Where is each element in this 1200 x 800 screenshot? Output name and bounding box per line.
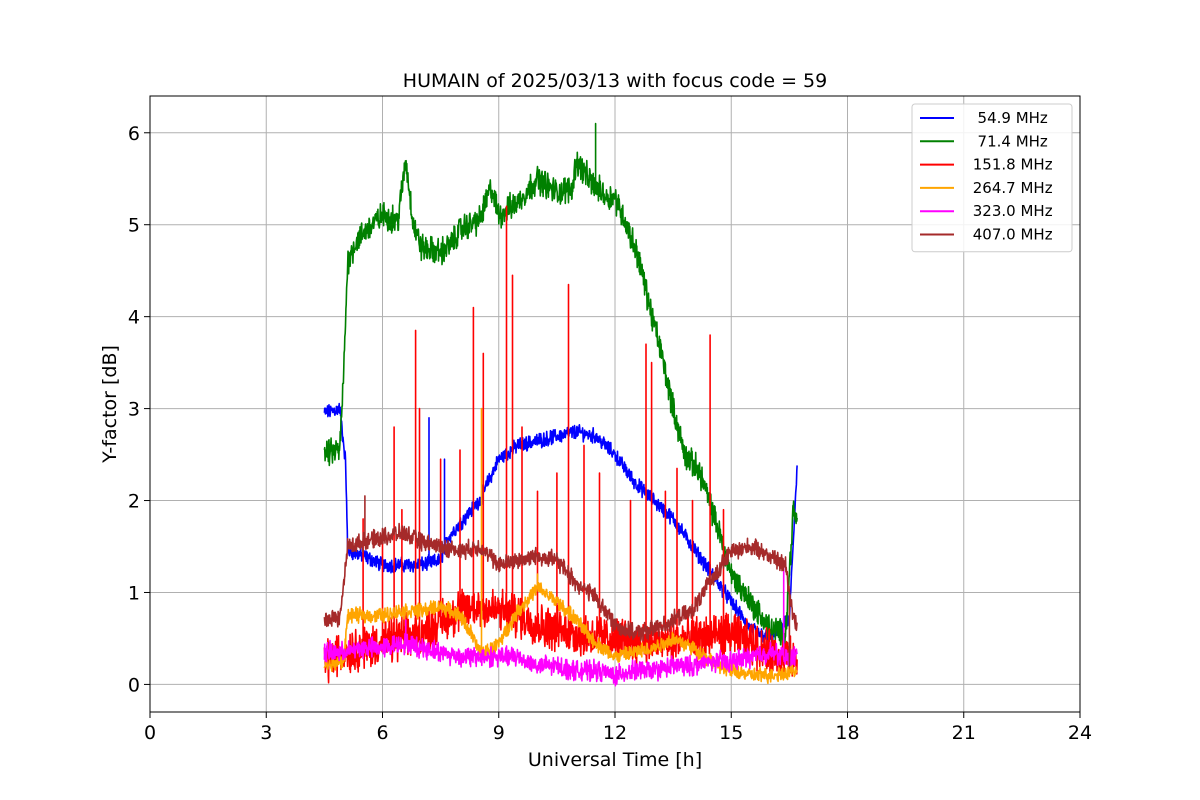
y-axis-label: Y-factor [dB] [99, 345, 121, 464]
x-tick-label: 3 [260, 722, 272, 744]
plot-lines [323, 122, 798, 687]
x-tick-label: 0 [144, 722, 156, 744]
series-5 [323, 495, 798, 667]
legend: 54.9 MHz 71.4 MHz 151.8 MHz 264.7 MHz 32… [911, 103, 1073, 253]
y-tick-label: 0 [128, 674, 140, 696]
series-0 [323, 402, 798, 644]
series-2 [323, 205, 798, 684]
y-tick-label: 5 [128, 215, 140, 237]
series-4 [323, 564, 798, 687]
y-tick-label: 1 [128, 582, 140, 604]
legend-entry-label: 407.0 MHz [968, 226, 1053, 244]
y-tick-label: 4 [128, 307, 140, 329]
series-line [323, 564, 798, 687]
y-tick-label: 3 [128, 399, 140, 421]
series-line [323, 122, 798, 649]
chart-title: HUMAIN of 2025/03/13 with focus code = 5… [403, 70, 827, 92]
legend-entry-label: 151.8 MHz [968, 156, 1053, 174]
x-tick-label: 15 [719, 722, 743, 744]
y-tick-label: 6 [128, 123, 140, 145]
x-tick-label: 21 [952, 722, 976, 744]
series-line [323, 205, 798, 684]
legend-entry-label: 71.4 MHz [968, 132, 1048, 150]
x-tick-label: 12 [603, 722, 627, 744]
series-1 [323, 122, 798, 649]
x-tick-label: 18 [835, 722, 859, 744]
y-tick-label: 2 [128, 491, 140, 513]
series-line [323, 495, 798, 667]
x-tick-label: 24 [1068, 722, 1092, 744]
legend-entry-label: 264.7 MHz [968, 179, 1053, 197]
series-line [323, 402, 798, 644]
x-axis-label: Universal Time [h] [528, 749, 702, 771]
x-tick-label: 6 [376, 722, 388, 744]
legend-entry-label: 323.0 MHz [968, 202, 1053, 220]
legend-entry-label: 54.9 MHz [968, 109, 1048, 127]
x-tick-label: 9 [493, 722, 505, 744]
